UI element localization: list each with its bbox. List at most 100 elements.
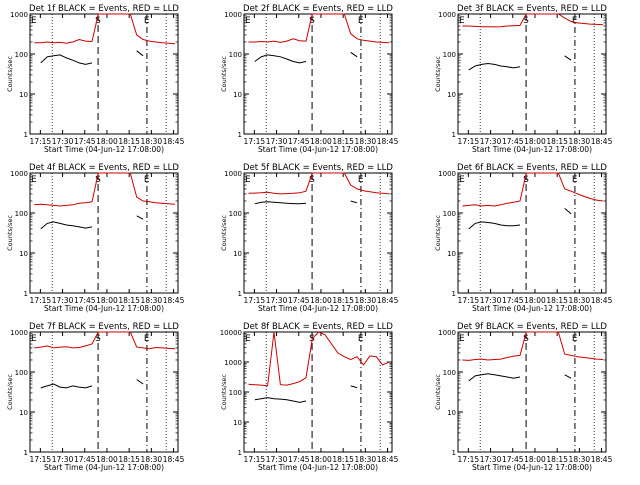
events-series-line [136,50,144,57]
y-tick-label: 10 [19,409,28,417]
chart-title: Det 1f BLACK = Events, RED = LLD [29,4,179,14]
y-tick-label: 1000 [10,329,28,337]
y-tick-label: 100 [15,369,28,377]
y-tick-label: 100 [15,210,28,218]
x-tick-label: 17:45 [74,296,96,305]
lld-series-line [248,13,390,44]
lld-series-line [34,331,176,350]
x-tick-label: 18:15 [118,296,140,305]
events-series-line [350,51,358,58]
x-tick-label: 17:30 [480,455,502,464]
event-marker-label: E [358,175,364,185]
x-tick-label: 17:30 [266,137,288,146]
x-tick-label: 18:30 [355,455,377,464]
y-tick-label: 10 [447,91,456,99]
event-marker-label: E [358,334,364,344]
chart-panel-8: Det 8f BLACK = Events, RED = LLD 1 10 100 10… [220,322,399,472]
lld-series-line [248,331,390,387]
x-tick-label: 17:45 [502,296,524,305]
x-tick-label: 17:30 [266,455,288,464]
lld-series-line [462,13,604,28]
event-marker-label: E [459,334,465,344]
events-series-line [40,54,93,65]
chart-panel-4: Det 4f BLACK = Events, RED = LLD 1 10 100 10… [6,163,185,313]
y-axis-label: Counts/sec [434,215,442,251]
x-tick-label: 18:45 [591,455,613,464]
x-axis-label: Start Time (04-Jun-12 17:08:00) [472,304,592,313]
x-tick-label: 17:15 [458,137,480,146]
x-tick-label: 18:00 [96,137,118,146]
x-tick-label: 17:45 [288,137,310,146]
x-tick-label: 17:15 [244,137,266,146]
chart-title: Det 6f BLACK = Events, RED = LLD [457,163,607,173]
x-tick-label: 18:30 [569,296,591,305]
event-marker-label: E [459,16,465,26]
chart-panel-7: Det 7f BLACK = Events, RED = LLD 1 10 100 10… [6,322,185,472]
x-tick-label: 18:45 [163,296,185,305]
chart-title: Det 9f BLACK = Events, RED = LLD [457,322,607,332]
lld-series-line [462,172,604,207]
lld-series-line [462,331,604,361]
x-tick-label: 17:45 [288,455,310,464]
event-marker-label: E [358,16,364,26]
x-tick-label: 17:45 [288,296,310,305]
y-tick-label: 1 [238,449,242,457]
event-marker-label: E [144,16,150,26]
y-tick-label: 1000 [10,170,28,178]
y-tick-label: 1 [452,131,456,139]
event-marker-label: E [31,175,37,185]
y-tick-label: 100 [443,51,456,59]
event-marker-label: S [523,175,529,185]
y-tick-label: 1000 [224,170,242,178]
y-tick-label: 1000 [224,11,242,19]
y-tick-label: 10 [233,419,242,427]
y-tick-label: 1000 [10,11,28,19]
event-marker-label: E [245,16,251,26]
x-tick-label: 17:15 [30,137,52,146]
x-tick-label: 18:15 [546,296,568,305]
y-tick-label: 100 [229,389,242,397]
x-tick-label: 18:15 [546,455,568,464]
y-tick-label: 100 [229,51,242,59]
event-marker-label: S [95,16,101,26]
event-marker-label: E [31,334,37,344]
events-series-line [468,221,521,230]
y-tick-label: 100 [15,51,28,59]
event-marker-label: E [245,334,251,344]
x-tick-label: 17:45 [74,455,96,464]
y-axis-label: Counts/sec [220,374,228,410]
y-axis-label: Counts/sec [6,374,14,410]
chart-title: Det 3f BLACK = Events, RED = LLD [457,4,607,14]
x-tick-label: 18:30 [141,455,163,464]
y-tick-label: 1 [24,449,28,457]
y-tick-label: 1000 [224,359,242,367]
y-tick-label: 1000 [438,11,456,19]
events-series-line [468,373,521,382]
chart-title: Det 7f BLACK = Events, RED = LLD [29,322,179,332]
x-axis-label: Start Time (04-Jun-12 17:08:00) [472,145,592,154]
event-marker-label: E [144,175,150,185]
y-axis-label: Counts/sec [220,215,228,251]
event-marker-label: E [572,175,578,185]
x-tick-label: 18:30 [355,137,377,146]
x-tick-label: 18:45 [377,296,399,305]
x-tick-label: 17:15 [30,296,52,305]
chart-panel-2: Det 2f BLACK = Events, RED = LLD 1 10 100 10… [220,4,399,154]
event-marker-label: E [245,175,251,185]
x-axis-label: Start Time (04-Jun-12 17:08:00) [258,145,378,154]
lld-series-line [34,13,176,45]
chart-panel-9: Det 9f BLACK = Events, RED = LLD 1 10 100 10… [434,322,613,472]
x-tick-label: 18:45 [591,137,613,146]
x-tick-label: 18:30 [355,296,377,305]
x-tick-label: 18:15 [332,137,354,146]
x-tick-label: 18:00 [524,137,546,146]
y-axis-label: Counts/sec [6,56,14,92]
x-tick-label: 17:30 [52,296,74,305]
events-series-line [254,397,307,403]
x-tick-label: 18:00 [310,296,332,305]
chart-title: Det 8f BLACK = Events, RED = LLD [243,322,393,332]
y-tick-label: 10 [19,91,28,99]
x-tick-label: 17:15 [244,296,266,305]
events-series-line [564,374,572,379]
